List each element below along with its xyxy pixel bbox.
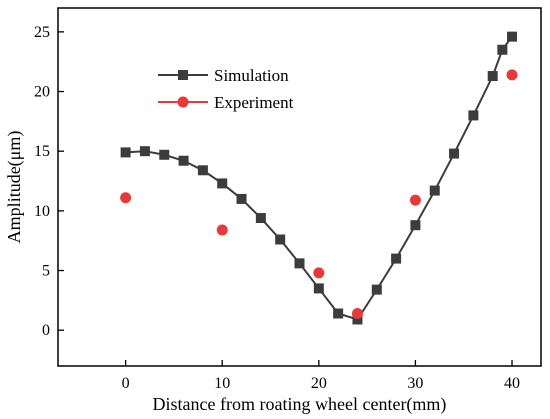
data-point-square xyxy=(507,31,518,42)
y-tick-label: 0 xyxy=(42,322,50,339)
axes-frame xyxy=(57,7,542,367)
series-simulation xyxy=(120,31,518,325)
axis-ticks: 0 10 20 30 40 0 5 10 15 20 25 xyxy=(34,24,520,392)
series-line xyxy=(125,36,513,321)
series-experiment xyxy=(120,69,518,319)
legend-marker-circle xyxy=(177,96,189,108)
data-point-square xyxy=(371,284,382,295)
y-tick-label: 10 xyxy=(34,203,50,220)
plot-area xyxy=(120,31,518,325)
data-point-circle xyxy=(120,192,132,204)
data-point-circle xyxy=(409,194,421,206)
y-tick-label: 25 xyxy=(34,24,50,41)
data-point-square xyxy=(236,193,247,204)
data-point-square xyxy=(410,220,421,231)
legend-label: Simulation xyxy=(214,66,289,85)
data-point-square xyxy=(197,165,208,176)
data-point-square xyxy=(468,110,479,121)
data-point-square xyxy=(120,147,131,158)
y-tick-label: 15 xyxy=(34,143,50,160)
legend-label: Experiment xyxy=(214,93,294,112)
data-point-square xyxy=(333,308,344,319)
data-point-square xyxy=(487,71,498,82)
x-tick-label: 30 xyxy=(407,375,423,392)
data-point-square xyxy=(255,213,266,224)
y-tick-label: 5 xyxy=(42,263,50,280)
data-point-square xyxy=(178,155,189,166)
legend-marker-square xyxy=(178,70,188,80)
data-point-square xyxy=(429,185,440,196)
legend-item: Experiment xyxy=(158,93,294,112)
x-axis-title: Distance from roating wheel center(mm) xyxy=(153,394,447,415)
legend-item: Simulation xyxy=(158,66,289,85)
data-point-square xyxy=(449,148,460,159)
data-point-square xyxy=(391,253,402,264)
data-point-circle xyxy=(216,224,228,236)
x-tick-label: 10 xyxy=(214,375,230,392)
data-point-square xyxy=(217,178,228,189)
x-tick-label: 20 xyxy=(311,375,327,392)
data-point-circle xyxy=(351,307,363,319)
data-point-square xyxy=(497,44,508,55)
data-point-square xyxy=(313,283,324,294)
data-point-square xyxy=(159,149,170,160)
x-tick-label: 40 xyxy=(504,375,520,392)
data-point-circle xyxy=(313,267,325,279)
data-point-square xyxy=(352,314,363,325)
y-tick-label: 20 xyxy=(34,84,50,101)
data-point-square xyxy=(139,146,150,157)
data-point-square xyxy=(294,258,305,269)
legend: Simulation Experiment xyxy=(158,66,294,112)
x-tick-label: 0 xyxy=(122,375,130,392)
data-point-circle xyxy=(506,69,518,81)
y-axis-title: Amplitude(μm) xyxy=(4,131,25,244)
data-point-square xyxy=(275,234,286,245)
